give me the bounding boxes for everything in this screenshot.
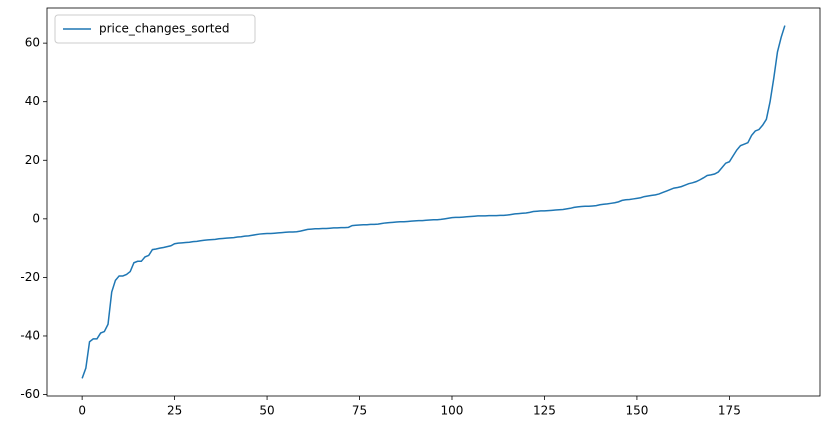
legend-box (54, 14, 256, 44)
y-tick-label: -60 (20, 387, 40, 401)
x-tick-label: 150 (625, 404, 648, 418)
legend-label: price_changes_sorted (99, 22, 230, 36)
y-tick-label: 40 (25, 94, 40, 108)
x-tick-label: 75 (352, 404, 367, 418)
x-tick-label: 50 (259, 404, 274, 418)
y-tick-label: 0 (32, 211, 40, 225)
y-tick-label: -20 (20, 270, 40, 284)
axes-frame (46, 7, 821, 397)
x-tick-label: 100 (441, 404, 464, 418)
x-tick-label: 125 (533, 404, 556, 418)
y-tick-label: 20 (25, 153, 40, 167)
x-tick-label: 175 (718, 404, 741, 418)
y-tick-label: 60 (25, 36, 40, 50)
line (81, 25, 786, 379)
x-tick-label: 0 (78, 404, 86, 418)
x-tick-label: 25 (167, 404, 182, 418)
y-tick-label: -40 (20, 328, 40, 342)
